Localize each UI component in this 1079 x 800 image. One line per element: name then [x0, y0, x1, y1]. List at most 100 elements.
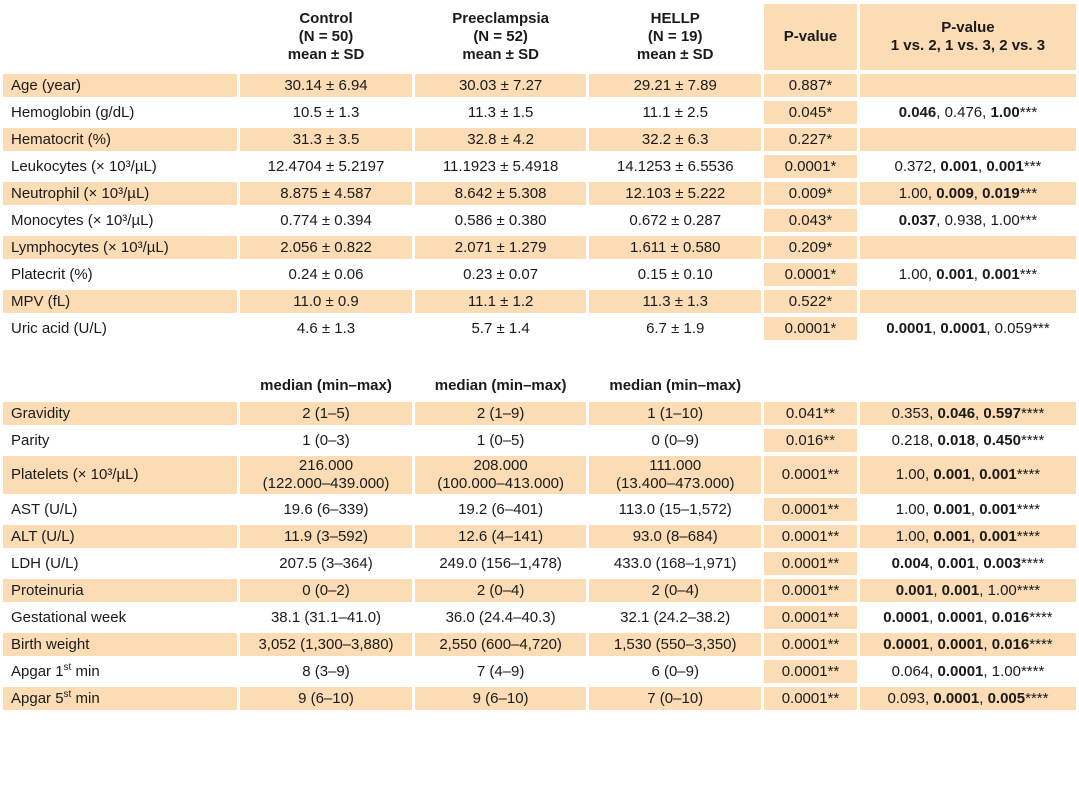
cell-pvalue: 0.0001**	[764, 606, 857, 629]
cell-h: 433.0 (168–1,971)	[613, 554, 737, 572]
header-pvalue-cmp-line1: P-value	[941, 19, 995, 36]
header-pvalue-comparison: P-value 1 vs. 2, 1 vs. 3, 2 vs. 3	[859, 4, 1076, 70]
table-row: Lymphocytes (× 10³/µL) 2.056 ± 0.822 2.071…	[3, 236, 1076, 259]
cmp-suffix: ****	[1016, 581, 1041, 599]
cell-pvalue: 0.0001**	[764, 456, 857, 494]
cmp-value: 0.0001	[940, 319, 987, 337]
row-label: Platecrit (%)	[11, 265, 93, 283]
header-hellp-stat: mean ± SD	[636, 46, 714, 63]
cell-h: 6 (0–9)	[651, 662, 699, 680]
cmp-value: 1.00	[898, 265, 928, 283]
table-row: Platecrit (%) 0.24 ± 0.06 0.23 ± 0.07 0.15 …	[3, 263, 1076, 286]
cell-pvalue: 0.0001**	[764, 579, 857, 602]
cmp-value: 0.018	[937, 431, 976, 449]
table-row: Gravidity 2 (1–5) 2 (1–9) 1 (1–10) 0.041** 0.…	[3, 402, 1076, 425]
cmp-suffix: ***	[1032, 319, 1050, 337]
table-row: Monocytes (× 10³/µL) 0.774 ± 0.394 0.586 ±…	[3, 209, 1076, 232]
cmp-value: 1.00	[898, 184, 928, 202]
cell-pvalue-comparison	[859, 290, 1076, 313]
cmp-value: 0.218	[891, 431, 930, 449]
cmp-value: 1.00	[991, 662, 1021, 680]
cell-p: 2 (1–9)	[414, 402, 587, 425]
cell-h: 0.15 ± 0.10	[637, 265, 713, 283]
cell-p: 12.6 (4–141)	[414, 525, 587, 548]
cell-pvalue-comparison	[859, 128, 1076, 151]
cmp-value: 0.005	[987, 689, 1026, 707]
table-row: Neutrophil (× 10³/µL) 8.875 ± 4.587 8.642 …	[3, 182, 1076, 205]
cell-c: 3,052 (1,300–3,880)	[240, 633, 412, 656]
row-label: ALT (U/L)	[3, 525, 238, 548]
row-label-sup: st	[63, 688, 72, 700]
row-label: AST (U/L)	[11, 500, 78, 518]
cell-h: 11.3 ± 1.3	[589, 290, 762, 313]
cell-pvalue-comparison: 0.046, 0.476, 1.00***	[898, 103, 1038, 121]
cell-h: 113.0 (15–1,572)	[618, 500, 732, 518]
cell-c: 0.24 ± 0.06	[288, 265, 364, 283]
cmp-value: 0.0001	[933, 689, 980, 707]
cell-p: 11.1923 ± 5.4918	[442, 157, 559, 175]
cmp-value: 0.064	[891, 662, 930, 680]
row-label: Gestational week	[11, 608, 127, 626]
cmp-value: 0.001	[979, 527, 1017, 545]
row-label: Neutrophil (× 10³/µL)	[3, 182, 238, 205]
table-row: Age (year) 30.14 ± 6.94 30.03 ± 7.27 29.21 …	[3, 74, 1076, 97]
cell-c: 8.875 ± 4.587	[240, 182, 412, 205]
spacer-cell	[764, 344, 857, 370]
cell-pvalue-comparison: 0.372, 0.001, 0.001***	[894, 157, 1042, 175]
cell-p: 11.3 ± 1.5	[467, 103, 534, 121]
row-label: Monocytes (× 10³/µL)	[11, 211, 154, 229]
cell-pvalue-comparison: 1.00, 0.001, 0.001****	[895, 500, 1041, 518]
cell-pvalue: 0.209*	[764, 236, 857, 259]
cell-pvalue: 0.227*	[764, 128, 857, 151]
header-control-name: Control	[299, 10, 353, 27]
table-row: Proteinuria 0 (0–2) 2 (0–4) 2 (0–4) 0.0001**…	[3, 579, 1076, 602]
table-row: Uric acid (U/L) 4.6 ± 1.3 5.7 ± 1.4 6.7 ± 1…	[3, 317, 1076, 340]
spacer-cell	[860, 344, 1076, 370]
cell-c: 8 (3–9)	[302, 662, 350, 680]
cmp-value: 0.001	[940, 157, 978, 175]
cmp-value: 0.001	[933, 500, 971, 518]
cell-p: 32.8 ± 4.2	[414, 128, 587, 151]
spacer-row	[3, 344, 1076, 370]
cell-h: 12.103 ± 5.222	[589, 182, 762, 205]
header-hellp: HELLP (N = 19) mean ± SD	[589, 4, 761, 70]
cmp-suffix: ****	[1020, 431, 1045, 449]
cell-pvalue-comparison: 0.0001, 0.0001, 0.059***	[886, 319, 1050, 337]
cmp-value: 0.353	[891, 404, 930, 422]
cmp-value: 0.0001	[937, 662, 984, 680]
cell-p: 249.0 (156–1,478)	[439, 554, 562, 572]
cell-p: 9 (6–10)	[414, 687, 587, 710]
cmp-suffix: ****	[1025, 689, 1049, 707]
table-row: ALT (U/L) 11.9 (3–592) 12.6 (4–141) 93.0 (8…	[3, 525, 1076, 548]
cell-pvalue-comparison: 0.218, 0.018, 0.450****	[891, 431, 1045, 449]
cell-pvalue: 0.0001*	[764, 263, 857, 286]
cell-h: 2 (0–4)	[589, 579, 762, 602]
row-label: Hemoglobin (g/dL)	[11, 103, 135, 121]
cell-pvalue: 0.0001**	[764, 660, 857, 683]
cmp-value: 1.00	[990, 103, 1020, 121]
cmp-value: 0.001	[986, 157, 1024, 175]
header-control-stat: mean ± SD	[287, 46, 365, 63]
cmp-value: 0.372	[894, 157, 933, 175]
cmp-value: 0.0001	[883, 608, 930, 626]
cell-c: 0 (0–2)	[240, 579, 412, 602]
cell-c: 38.1 (31.1–41.0)	[270, 608, 382, 626]
cell-pvalue: 0.0001*	[764, 317, 857, 340]
cmp-value: 0.001	[933, 466, 971, 483]
cmp-suffix: ***	[1019, 265, 1038, 283]
table-body: Control (N = 50) mean ± SD Preeclampsia …	[3, 4, 1076, 710]
cmp-value: 1.00	[990, 211, 1020, 229]
row-label-sup: st	[63, 661, 72, 673]
cell-p: 2,550 (600–4,720)	[414, 633, 587, 656]
cmp-value: 0.001	[933, 527, 971, 545]
cell-h: 1 (1–10)	[589, 402, 762, 425]
cell-pvalue: 0.009*	[764, 182, 857, 205]
cmp-value: 0.001	[936, 265, 974, 283]
cell-pvalue: 0.043*	[764, 209, 857, 232]
median-header-h: median (min–max)	[609, 377, 742, 394]
cmp-value: 0.059	[994, 319, 1033, 337]
cell-h: 0 (0–9)	[651, 431, 699, 449]
cmp-suffix: ****	[1029, 608, 1053, 626]
cmp-value: 1.00	[895, 466, 925, 483]
cmp-value: 0.001	[937, 554, 976, 572]
